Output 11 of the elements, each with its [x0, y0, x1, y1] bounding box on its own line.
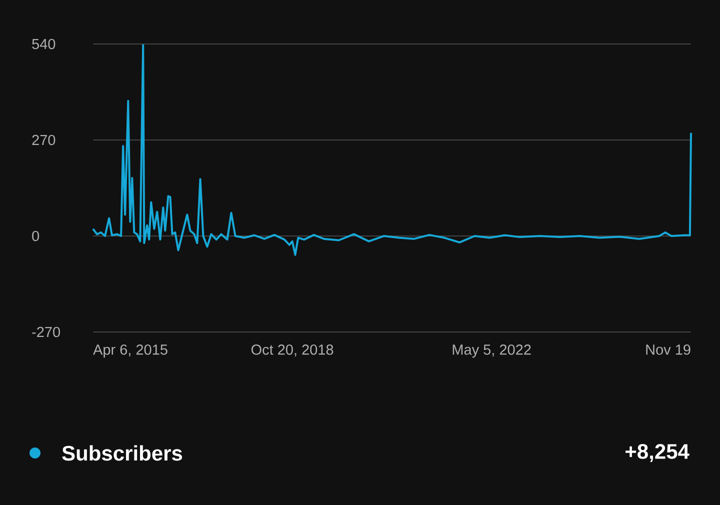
text: +8,254: [626, 444, 690, 462]
line-series: [92, 44, 692, 256]
legend-label: Subscribers: [62, 445, 182, 461]
x-tick-label: Apr 6, 2015: [93, 344, 168, 358]
x-tick-label: Oct 20, 2018: [251, 344, 334, 356]
y-tick-label: -270: [32, 326, 60, 338]
y-tick-label: 270: [32, 134, 56, 146]
x-tick-label: Nov 19: [646, 344, 690, 355]
y-tick-label: 0: [32, 230, 40, 242]
y-tick-label: 540: [32, 38, 56, 50]
x-tick-label: May 5, 2022: [452, 344, 531, 358]
